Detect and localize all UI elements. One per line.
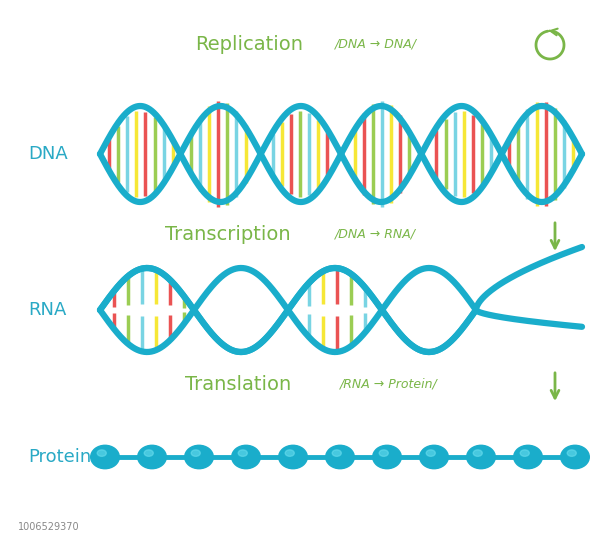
Ellipse shape bbox=[91, 446, 119, 469]
Ellipse shape bbox=[185, 446, 214, 469]
Ellipse shape bbox=[473, 450, 482, 456]
Text: Transcription: Transcription bbox=[165, 224, 291, 243]
Text: /DNA → DNA/: /DNA → DNA/ bbox=[335, 37, 417, 50]
Text: RNA: RNA bbox=[28, 301, 66, 319]
Ellipse shape bbox=[232, 446, 260, 469]
Ellipse shape bbox=[238, 450, 247, 456]
Ellipse shape bbox=[97, 450, 106, 456]
Text: /DNA → RNA/: /DNA → RNA/ bbox=[335, 228, 416, 241]
Ellipse shape bbox=[520, 450, 529, 456]
Text: Replication: Replication bbox=[195, 35, 303, 54]
Ellipse shape bbox=[513, 446, 542, 469]
Text: 1006529370: 1006529370 bbox=[18, 522, 80, 532]
Ellipse shape bbox=[332, 450, 341, 456]
Ellipse shape bbox=[191, 450, 200, 456]
Ellipse shape bbox=[138, 446, 166, 469]
Ellipse shape bbox=[567, 450, 577, 456]
Ellipse shape bbox=[285, 450, 294, 456]
Ellipse shape bbox=[420, 446, 449, 469]
Ellipse shape bbox=[561, 446, 589, 469]
Ellipse shape bbox=[144, 450, 153, 456]
Ellipse shape bbox=[467, 446, 495, 469]
Text: Translation: Translation bbox=[185, 375, 291, 393]
Text: /RNA → Protein/: /RNA → Protein/ bbox=[340, 377, 438, 390]
Text: DNA: DNA bbox=[28, 145, 68, 163]
Ellipse shape bbox=[426, 450, 435, 456]
Ellipse shape bbox=[326, 446, 354, 469]
Ellipse shape bbox=[373, 446, 401, 469]
Text: Protein: Protein bbox=[28, 448, 91, 466]
Ellipse shape bbox=[379, 450, 388, 456]
Ellipse shape bbox=[278, 446, 307, 469]
